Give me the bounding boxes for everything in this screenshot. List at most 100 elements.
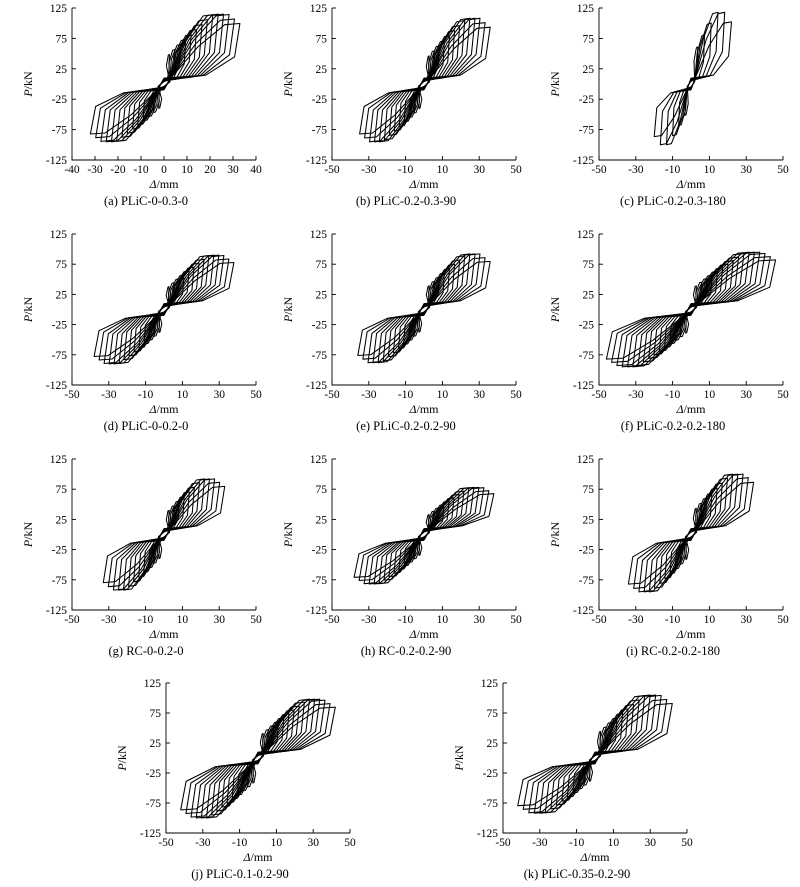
y-tick-label: 25	[316, 514, 328, 526]
panel-0: 125 75 25 -25 -75 -125-40 -30 -20 -10 0 10 20 30 40 P/…	[21, 3, 262, 208]
y-tick-label: -75	[579, 350, 595, 362]
hysteresis-loop	[353, 493, 495, 578]
y-tick-label: -75	[312, 575, 328, 587]
x-axis-label: Δ/mm	[408, 177, 439, 191]
y-tick-label: -75	[52, 575, 68, 587]
x-tick-label: -40	[64, 164, 80, 176]
x-tick-label: 30	[473, 389, 485, 401]
x-tick-label: 50	[250, 614, 262, 626]
x-tick-label: 50	[777, 389, 789, 401]
y-tick-label: 75	[487, 708, 499, 720]
hysteresis-loops	[353, 486, 495, 585]
hysteresis-loop	[89, 22, 241, 135]
hysteresis-loop	[103, 254, 225, 365]
x-tick-label: 30	[473, 614, 485, 626]
y-tick-label: 125	[481, 678, 499, 690]
hysteresis-loops	[605, 251, 777, 368]
panel-caption: (d) PLiC-0-0.2-0	[104, 419, 189, 433]
hysteresis-loop	[133, 266, 195, 353]
x-tick-label: 0	[161, 164, 167, 176]
x-tick-label: -10	[232, 837, 248, 849]
hysteresis-loop	[605, 259, 777, 360]
hysteresis-loop	[358, 490, 490, 582]
y-tick-label: 125	[50, 454, 68, 466]
y-tick-label: -125	[306, 155, 327, 167]
x-tick-label: 10	[271, 837, 283, 849]
axis-lines	[331, 234, 516, 386]
y-tick-label: 125	[310, 229, 328, 241]
y-axis-label: P/kN	[281, 521, 295, 548]
x-tick-label: -50	[591, 614, 607, 626]
y-tick-label: -125	[306, 605, 327, 617]
y-axis-label: P/kN	[281, 296, 295, 323]
y-tick-label: -125	[573, 155, 594, 167]
x-tick-label: -30	[361, 389, 377, 401]
x-tick-label: 10	[704, 389, 716, 401]
hysteresis-loop	[377, 253, 471, 364]
y-tick-label: -25	[52, 545, 68, 557]
y-tick-label: 25	[56, 514, 68, 526]
y-tick-label: -75	[52, 125, 68, 137]
x-tick-label: -30	[87, 164, 103, 176]
x-axis-label: Δ/mm	[675, 627, 706, 641]
y-tick-label: 75	[316, 259, 328, 271]
x-tick-label: 30	[227, 164, 239, 176]
y-tick-label: 25	[56, 64, 68, 76]
x-tick-label: -30	[628, 614, 644, 626]
x-axis-label: Δ/mm	[408, 627, 439, 641]
y-tick-label: 25	[487, 738, 499, 750]
y-tick-label: -25	[312, 94, 328, 106]
axis-lines	[598, 234, 783, 386]
x-tick-label: 50	[510, 614, 522, 626]
x-tick-label: -30	[361, 614, 377, 626]
x-tick-label: -10	[569, 837, 585, 849]
x-tick-label: 10	[181, 164, 193, 176]
hysteresis-loop	[637, 253, 745, 366]
y-tick-label: -25	[579, 94, 595, 106]
y-tick-label: 125	[577, 454, 595, 466]
axis-lines	[598, 459, 783, 611]
y-tick-label: 125	[144, 678, 162, 690]
x-tick-label: -10	[398, 164, 414, 176]
y-tick-label: 25	[316, 64, 328, 76]
x-tick-label: 30	[644, 837, 656, 849]
x-axis-label: Δ/mm	[148, 402, 179, 416]
hysteresis-loop	[93, 261, 235, 358]
hysteresis-loops	[517, 694, 673, 814]
y-tick-label: -75	[312, 350, 328, 362]
panel-caption: (f) PLiC-0.2-0.2-180	[621, 419, 726, 433]
hysteresis-loop	[180, 706, 336, 811]
y-tick-label: -75	[52, 350, 68, 362]
y-tick-label: 75	[56, 484, 68, 496]
panel-caption: (i) RC-0.2-0.2-180	[626, 644, 720, 658]
x-tick-label: 20	[204, 164, 216, 176]
y-tick-label: -25	[579, 320, 595, 332]
x-tick-label: -10	[398, 389, 414, 401]
y-tick-label: 125	[310, 454, 328, 466]
hysteresis-loops	[357, 253, 491, 364]
axis-lines	[71, 234, 256, 386]
x-tick-label: 10	[177, 389, 189, 401]
y-tick-label: 75	[583, 33, 595, 45]
panel-8: 125 75 25 -25 -75 -125-50 -30 -10 10 30 50 P/kN Δ/mm…	[548, 454, 789, 658]
panel-2: 125 75 25 -25 -75 -125-50 -30 -10 10 30 50 P/kN Δ/mm…	[548, 3, 789, 208]
x-tick-label: 30	[213, 614, 225, 626]
y-tick-label: -25	[312, 545, 328, 557]
y-tick-label: 75	[583, 259, 595, 271]
hysteresis-loop	[659, 11, 726, 146]
x-tick-label: 10	[437, 164, 449, 176]
x-tick-label: 50	[777, 164, 789, 176]
y-tick-label: -125	[140, 828, 161, 840]
panel-caption: (h) RC-0.2-0.2-90	[361, 644, 452, 658]
y-tick-label: 75	[316, 484, 328, 496]
x-tick-label: 10	[608, 837, 620, 849]
y-tick-label: -25	[146, 768, 162, 780]
x-tick-label: -30	[361, 164, 377, 176]
hysteresis-loop	[684, 285, 698, 334]
hysteresis-loop	[517, 702, 673, 807]
panel-5: 125 75 25 -25 -75 -125-50 -30 -10 10 30 50 P/kN Δ/mm…	[548, 229, 789, 433]
x-tick-label: 10	[437, 614, 449, 626]
y-tick-label: -25	[52, 94, 68, 106]
y-axis-label: P/kN	[21, 521, 35, 548]
